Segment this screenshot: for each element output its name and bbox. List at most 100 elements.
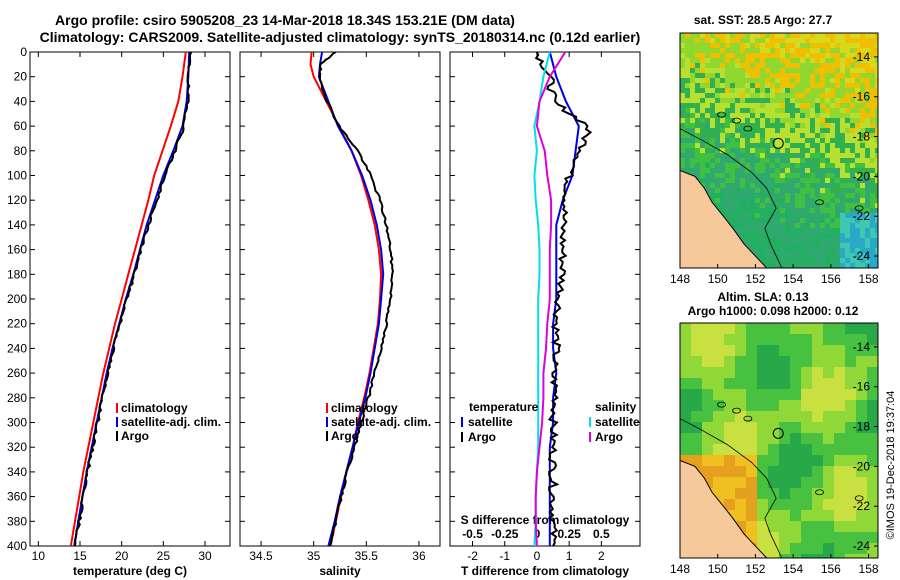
map-cell <box>755 143 761 149</box>
map-cell <box>785 98 791 104</box>
map-cell <box>820 188 826 194</box>
map-cell <box>680 88 686 94</box>
map-cell <box>765 143 771 149</box>
map-cell <box>702 477 714 489</box>
map-cell <box>785 143 791 149</box>
map-cell <box>760 163 766 169</box>
map-cell <box>735 218 741 224</box>
x-tick-label: 154 <box>783 562 803 576</box>
map-cell <box>735 521 747 533</box>
land-mass <box>680 169 768 268</box>
map-cell <box>834 367 846 379</box>
map-cell <box>875 233 878 239</box>
map-cell <box>830 138 836 144</box>
map-cell <box>690 38 696 44</box>
map-cell <box>750 63 756 69</box>
map-cell <box>820 258 826 264</box>
map-cell <box>730 88 736 94</box>
map-cell <box>775 108 781 114</box>
map-cell <box>823 367 835 379</box>
map-cell <box>834 466 846 478</box>
map-cell <box>800 258 806 264</box>
map-cell <box>850 258 856 264</box>
map-cell <box>825 33 831 39</box>
map-cell <box>685 78 691 84</box>
map-cell <box>810 198 816 204</box>
map-cell <box>823 334 835 346</box>
map-cell <box>730 173 736 179</box>
map-cell <box>865 78 871 84</box>
map-cell <box>845 422 857 434</box>
map-cell <box>815 118 821 124</box>
map-cell <box>710 173 716 179</box>
map-cell <box>815 38 821 44</box>
map-cell <box>856 411 868 423</box>
map-cell <box>760 108 766 114</box>
map-cell <box>860 218 866 224</box>
map-cell <box>865 48 871 54</box>
map-cell <box>757 477 769 489</box>
map-cell <box>775 73 781 79</box>
map-cell <box>801 521 813 533</box>
map-cell <box>835 228 841 234</box>
map-cell <box>785 123 791 129</box>
map-cell <box>700 108 706 114</box>
map-cell <box>840 78 846 84</box>
map-cell <box>790 73 796 79</box>
y-tick-label: -22 <box>853 499 871 513</box>
map-cell <box>865 148 871 154</box>
map-cell <box>765 133 771 139</box>
map-cell <box>875 48 878 54</box>
map-cell <box>700 78 706 84</box>
map-cell <box>856 345 868 357</box>
map-cell <box>790 422 802 434</box>
sst-map: 148 150 152 154 156 158-14-16-18-20-22-24 <box>670 32 879 286</box>
map-cell <box>765 183 771 189</box>
map-cell <box>705 188 711 194</box>
map-cell <box>867 466 878 478</box>
map-cell <box>850 38 856 44</box>
map-cell <box>860 233 866 239</box>
map-cell <box>725 123 731 129</box>
map-cell <box>790 143 796 149</box>
map-cell <box>855 108 861 114</box>
title-line-2: Climatology: CARS2009. Satellite-adjuste… <box>40 29 641 45</box>
map-cell <box>724 477 736 489</box>
map-cell <box>805 83 811 89</box>
map-cell <box>855 198 861 204</box>
map-cell <box>740 233 746 239</box>
map-cell <box>835 88 841 94</box>
map-cell <box>845 108 851 114</box>
map-cell <box>768 444 780 456</box>
map-cell <box>820 98 826 104</box>
map-cell <box>800 143 806 149</box>
map-cell <box>870 203 876 209</box>
map-cell <box>867 400 878 412</box>
map-cell <box>715 58 721 64</box>
map-cell <box>770 173 776 179</box>
map-cell <box>845 334 857 346</box>
map-cell <box>755 218 761 224</box>
map-cell <box>870 198 876 204</box>
map-cell <box>845 63 851 69</box>
x-tick-label: 148 <box>670 562 690 576</box>
map-cell <box>724 466 736 478</box>
map-cell <box>830 203 836 209</box>
map-cell <box>855 53 861 59</box>
legend-label: Argo <box>468 430 496 444</box>
map-cell <box>820 83 826 89</box>
map-cell <box>735 138 741 144</box>
map-cell <box>765 163 771 169</box>
map-cell <box>835 238 841 244</box>
y-tick-label: 360 <box>7 490 27 504</box>
map-cell <box>770 138 776 144</box>
map-cell <box>715 68 721 74</box>
map-cell <box>710 133 716 139</box>
map-cell <box>702 433 714 445</box>
map-cell <box>785 188 791 194</box>
map-cell <box>825 248 831 254</box>
map-cell <box>745 68 751 74</box>
map-cell <box>800 108 806 114</box>
map-cell <box>860 168 866 174</box>
map-cell <box>765 113 771 119</box>
